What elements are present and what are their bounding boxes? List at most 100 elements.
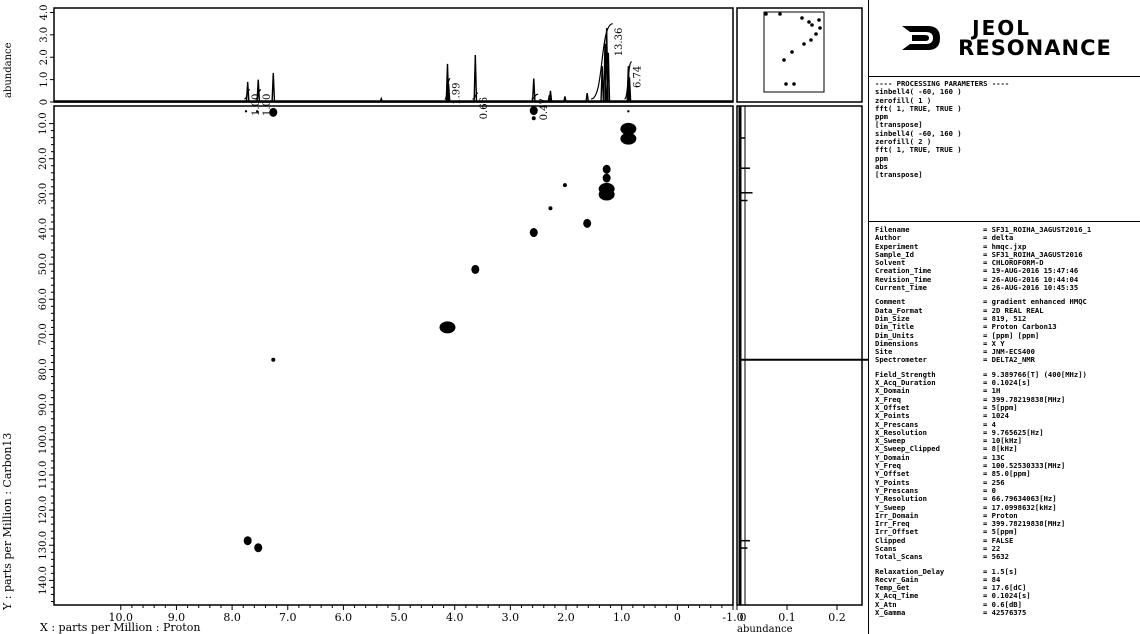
x-tick-label: 6.0 [335,611,353,624]
metadata-row: Author = delta [875,234,1135,242]
metadata-row: Y_Sweep = 17.0998632[kHz] [875,504,1135,512]
cross-peak [269,107,278,117]
metadata-row: X_Offset = 5[ppm] [875,404,1135,412]
cross-peak [255,110,259,113]
metadata-key: Relaxation_Delay [875,567,945,576]
metadata-key: Dimensions [875,339,919,348]
processing-parameters: ---- PROCESSING PARAMETERS ---- sinbell4(… [869,76,1140,222]
metadata-key: Dim_Title [875,323,914,332]
x-axis-label: X : parts per Million : Proton [40,621,200,634]
cross-peak [243,536,252,546]
proton-spectrum-line [54,28,733,103]
metadata-value: = 4 [983,420,996,429]
logo-text-resonance: RESONANCE [958,36,1112,60]
metadata-row: X_Prescans = 4 [875,421,1135,429]
metadata-key: Sample_Id [875,250,914,259]
metadata-row: Data_Format = 2D REAL REAL [875,307,1135,315]
cross-peak [602,173,611,183]
processing-line: [transpose] [875,170,923,180]
metadata-value: = 42576375 [983,609,1027,618]
processing-line: ppm [875,112,888,122]
metadata-key: Solvent [875,259,906,268]
metadata-row: X_Atn = 0.6[dB] [875,601,1135,609]
cross-peak [254,543,263,553]
contour-frame [53,105,734,606]
inset-peak [764,12,768,16]
metadata-key: Irr_Offset [875,528,919,537]
metadata-value: = 399.78219838[MHz] [983,520,1066,529]
top-abundance-label: abundance [3,42,14,98]
metadata-row: Y_Prescans = 0 [875,487,1135,495]
metadata-key: Creation_Time [875,267,932,276]
right-x-tick-label: 0.1 [778,611,796,624]
y-tick-label: 70.0 [38,323,49,345]
inset-frame [736,7,863,103]
metadata-row: Dim_Title = Proton Carbon13 [875,323,1135,331]
x-tick-label: 2.0 [557,611,575,624]
metadata-value: = X Y [983,339,1005,348]
cross-peak [471,264,480,274]
metadata-row: X_Acq_Duration = 0.1024[s] [875,379,1135,387]
metadata-value: = 5[ppm] [983,528,1018,537]
inset-peak [782,58,786,62]
x-tick-label: 9.0 [168,611,186,624]
integral-curve [255,89,262,100]
metadata-key: Recvr_Gain [875,575,919,584]
metadata-row: Y_Points = 256 [875,479,1135,487]
y-tick-label: 90.0 [38,394,49,416]
metadata-key: Temp_Get [875,584,910,593]
right-x-tick-label: 0.2 [828,611,846,624]
cross-peak [627,110,630,113]
metadata-row: Dim_Size = 819, 512 [875,315,1135,323]
metadata-key: Current_Time [875,284,927,293]
metadata-row: Creation_Time = 19-AUG-2016 15:47:46 [875,267,1135,275]
metadata-value: = 26-AUG-2016 10:44:04 [983,275,1079,284]
metadata-row: X_Sweep_Clipped = 8[kHz] [875,445,1135,453]
metadata-key: Y_Prescans [875,486,919,495]
cross-peak [620,132,637,145]
integral-value: 6.74 [633,66,644,88]
metadata-row: X_Freq = 399.78219838[MHz] [875,396,1135,404]
inset-peak [810,23,814,27]
integral-value: 13.36 [614,28,625,57]
metadata-row: Sample_Id = SF31_ROIHA_3AGUST2016 [875,251,1135,259]
cross-peak [271,357,276,362]
metadata-row: Y_Freq = 100.52530333[MHz] [875,462,1135,470]
projection-frame [736,105,863,606]
processing-line: sinbell4( -60, 160 ) [875,128,962,138]
metadata-value: = 0 [983,486,996,495]
metadata-key: Comment [875,298,906,307]
integral-curve [531,93,539,100]
y-tick-label: 20.0 [38,148,49,170]
x-tick-label: 3.0 [502,611,520,624]
metadata-row: Irr_Domain = Proton [875,512,1135,520]
processing-line: fft( 1, TRUE, TRUE ) [875,145,962,155]
metadata-value: = 5[ppm] [983,403,1018,412]
integral-value: 0.47 [539,98,550,120]
cross-peak [244,110,248,113]
metadata-row: X_Resolution = 9.765625[Hz] [875,429,1135,437]
y-tick-label: 10.0 [38,112,49,134]
cross-peak [531,116,536,121]
metadata-key: X_Prescans [875,420,919,429]
y-tick-label: 100.0 [38,426,49,455]
y-axis-label: Y : parts per Million : Carbon13 [1,433,14,611]
metadata-value: = DELTA2_NMR [983,356,1035,365]
acquisition-metadata: Filename = SF31_ROIHA_3AGUST2016_1 Author =… [869,222,1140,634]
cross-peak [620,122,637,135]
metadata-key: X_Sweep [875,437,906,446]
metadata-value: = 26-AUG-2016 10:45:35 [983,284,1079,293]
metadata-key: Irr_Freq [875,520,910,529]
metadata-row: Irr_Freq = 399.78219838[MHz] [875,520,1135,528]
metadata-row: Recvr_Gain = 84 [875,576,1135,584]
metadata-value: = JNM-ECS400 [983,348,1035,357]
top-y-tick-label: 0 [39,99,50,105]
metadata-value: = 1H [983,387,1001,396]
metadata-value: = 0.1024[s] [983,379,1031,388]
metadata-value: = 19-AUG-2016 15:47:46 [983,267,1079,276]
metadata-value: = Proton Carbon13 [983,323,1057,332]
metadata-key: Y_Points [875,478,910,487]
metadata-row: Temp_Get = 17.6[dC] [875,584,1135,592]
metadata-row: Filename = SF31_ROIHA_3AGUST2016_1 [875,226,1135,234]
x-tick-label: -1.0 [722,611,743,624]
